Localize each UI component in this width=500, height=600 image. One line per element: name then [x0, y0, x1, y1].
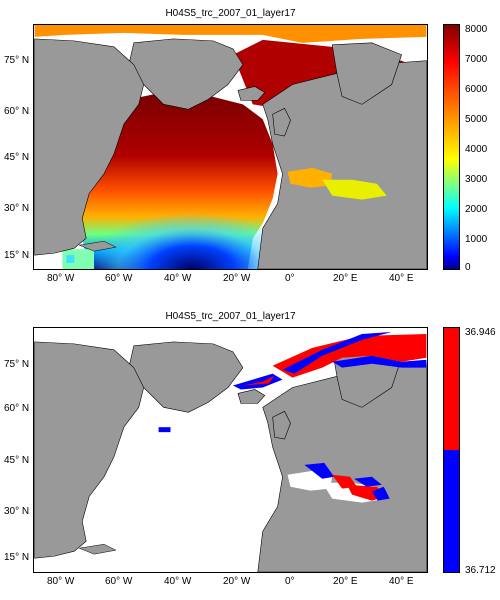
map-title-top: H04S5_trc_2007_01_layer17 — [165, 8, 296, 19]
lon-label: 20° E — [333, 273, 358, 284]
lon-label: 40° E — [389, 273, 414, 284]
lon-label: 0° — [285, 273, 295, 284]
lat-label: 60° N — [4, 106, 30, 117]
colorbar-tick: 4000 — [465, 144, 488, 155]
lon-label: 20° W — [223, 273, 251, 284]
lon-label: 0° — [285, 576, 295, 587]
colorbar-tick: 36.712 — [465, 565, 496, 576]
colorbar-tick: 6000 — [465, 84, 488, 95]
colorbar-bottom — [443, 327, 460, 573]
lat-label: 45° N — [4, 455, 30, 466]
colorbar-tick: 8000 — [465, 24, 488, 35]
lat-label: 60° N — [4, 403, 30, 414]
lon-label: 60° W — [105, 576, 133, 587]
colorbar-tick: 2000 — [465, 204, 488, 215]
lon-label: 40° W — [164, 273, 192, 284]
lat-label: 75° N — [4, 55, 30, 66]
map-canvas-bottom — [34, 331, 427, 572]
lon-label: 20° E — [333, 576, 358, 587]
lon-label: 80° W — [47, 576, 75, 587]
map-canvas-top — [34, 25, 427, 269]
lat-label: 30° N — [4, 203, 30, 214]
colorbar-tick: 36.946 — [465, 327, 496, 338]
colorbar-tick: 5000 — [465, 114, 488, 125]
map-frame-bottom — [33, 327, 428, 573]
colorbar-tick: 3000 — [465, 174, 488, 185]
colorbar-tick: 1000 — [465, 234, 488, 245]
lat-label: 15° N — [4, 250, 30, 261]
lat-label: 45° N — [4, 152, 30, 163]
lat-label: 15° N — [4, 552, 30, 563]
lon-label: 20° W — [223, 576, 251, 587]
colorbar-tick: 0 — [465, 262, 471, 273]
map-title-bottom: H04S5_trc_2007_01_layer17 — [165, 311, 296, 322]
lon-label: 60° W — [105, 273, 133, 284]
lat-label: 30° N — [4, 506, 30, 517]
lon-label: 40° E — [389, 576, 414, 587]
map-frame-top — [33, 24, 428, 270]
lat-label: 75° N — [4, 359, 30, 370]
colorbar-top — [443, 24, 460, 270]
lon-label: 80° W — [47, 273, 75, 284]
colorbar-tick: 7000 — [465, 54, 488, 65]
lon-label: 40° W — [164, 576, 192, 587]
